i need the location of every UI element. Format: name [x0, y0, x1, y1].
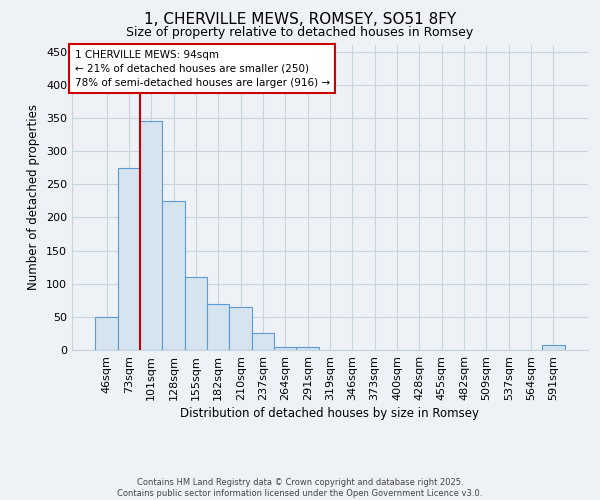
Bar: [252, 334, 274, 350]
Text: 1, CHERVILLE MEWS, ROMSEY, SO51 8FY: 1, CHERVILLE MEWS, ROMSEY, SO51 8FY: [144, 12, 456, 28]
Bar: [118, 168, 140, 350]
Bar: [274, 346, 296, 350]
Bar: [229, 307, 252, 350]
Bar: [207, 304, 229, 350]
Bar: [163, 201, 185, 350]
Text: 1 CHERVILLE MEWS: 94sqm
← 21% of detached houses are smaller (250)
78% of semi-d: 1 CHERVILLE MEWS: 94sqm ← 21% of detache…: [74, 50, 330, 88]
Bar: [140, 121, 163, 350]
Bar: [296, 346, 319, 350]
Bar: [185, 277, 207, 350]
Y-axis label: Number of detached properties: Number of detached properties: [28, 104, 40, 290]
Bar: [95, 317, 118, 350]
X-axis label: Distribution of detached houses by size in Romsey: Distribution of detached houses by size …: [181, 407, 479, 420]
Text: Size of property relative to detached houses in Romsey: Size of property relative to detached ho…: [127, 26, 473, 39]
Text: Contains HM Land Registry data © Crown copyright and database right 2025.
Contai: Contains HM Land Registry data © Crown c…: [118, 478, 482, 498]
Bar: [542, 344, 565, 350]
